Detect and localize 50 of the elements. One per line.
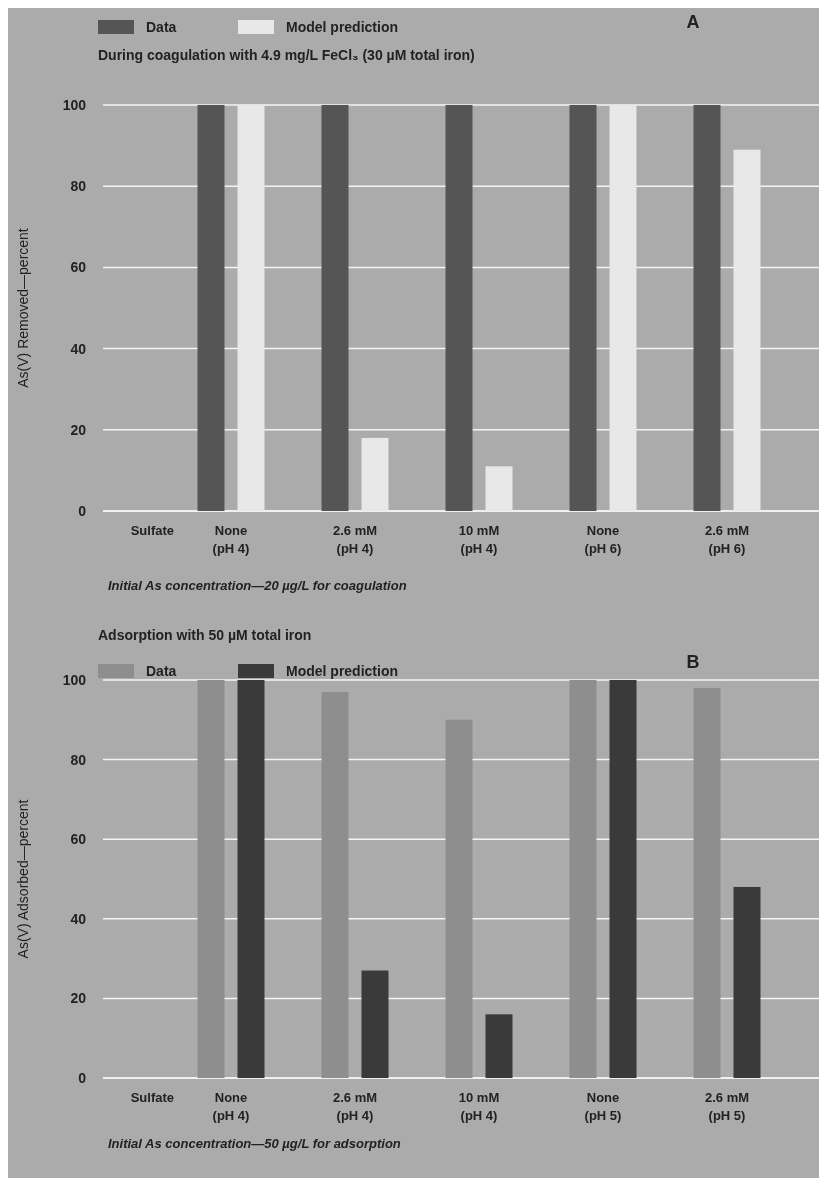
x-tick-label: 2.6 mM (pH 4) — [332, 523, 378, 556]
legend-label: Model prediction — [286, 663, 398, 679]
bar — [321, 691, 349, 1078]
legend-label: Data — [146, 663, 177, 679]
bar — [445, 719, 473, 1078]
bar — [693, 687, 721, 1078]
y-tick-label: 40 — [70, 340, 87, 357]
bar — [569, 680, 597, 1078]
y-tick-label: 60 — [70, 831, 87, 848]
y-tick-label: 100 — [62, 97, 87, 113]
text: A — [686, 12, 700, 32]
y-axis-title: As(V) Removed—percent — [15, 228, 31, 388]
bar — [693, 105, 721, 511]
chart-title: During coagulation with 4.9 mg/L FeCl₃ (30 µM total iron) — [98, 47, 475, 63]
text: B — [686, 652, 700, 672]
y-tick-label: 80 — [70, 178, 87, 195]
legend-label: Data — [146, 19, 177, 35]
y-tick-label: 60 — [70, 259, 87, 276]
y-tick-label: 0 — [78, 503, 87, 519]
chart-title: Adsorption with 50 µM total iron — [98, 627, 312, 643]
x-tick-label: 2.6 mM (pH 4) — [332, 1090, 378, 1123]
bar — [733, 886, 761, 1078]
y-tick-label: 100 — [62, 672, 87, 688]
legend-label: Model prediction — [286, 19, 398, 35]
bar — [197, 105, 225, 511]
x-axis-title: Sulfate — [130, 523, 174, 538]
bar — [445, 105, 473, 511]
y-tick-label: 20 — [70, 421, 87, 438]
x-tick-label: None (pH 4) — [212, 1090, 250, 1123]
y-tick-label: 20 — [70, 990, 87, 1007]
bar — [361, 970, 389, 1078]
x-tick-label: 10 mM (pH 4) — [458, 1090, 500, 1123]
text: Initial As concentration—50 µg/L for adsorption — [108, 1136, 401, 1151]
x-axis-title: Sulfate — [130, 1090, 174, 1105]
y-tick-label: 40 — [70, 910, 87, 927]
x-tick-label: None (pH 4) — [212, 523, 250, 556]
bar — [197, 680, 225, 1078]
x-tick-label: None (pH 6) — [584, 523, 622, 556]
bar — [609, 680, 637, 1078]
bar — [321, 105, 349, 511]
x-tick-label: None (pH 5) — [584, 1090, 622, 1123]
x-tick-label: 10 mM (pH 4) — [458, 523, 500, 556]
y-axis-title: As(V) Adsorbed—percent — [15, 799, 31, 959]
x-tick-label: 2.6 mM (pH 6) — [704, 523, 750, 556]
bar — [485, 1014, 513, 1078]
y-tick-label: 80 — [70, 751, 87, 768]
text: Initial As concentration—20 µg/L for coagulation — [108, 578, 407, 593]
x-tick-label: 2.6 mM (pH 5) — [704, 1090, 750, 1123]
y-tick-label: 0 — [78, 1070, 87, 1086]
bar — [569, 105, 597, 511]
